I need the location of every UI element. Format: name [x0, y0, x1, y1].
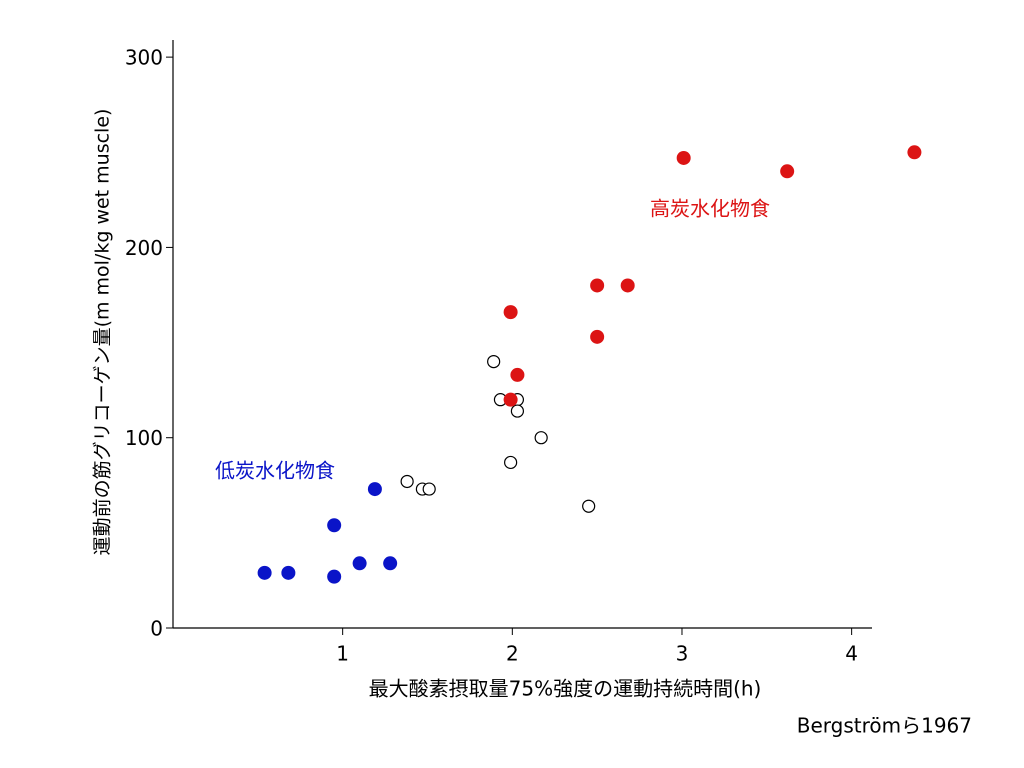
point [281, 565, 296, 580]
y-axis-label: 運動前の筋グリコーゲン量(m mol/kg wet muscle) [92, 109, 114, 556]
point [327, 569, 342, 584]
point [352, 556, 367, 571]
point [534, 431, 548, 445]
point [400, 474, 414, 489]
x-tick-label: 4 [845, 642, 858, 666]
credit: Bergströmら1967 [797, 714, 972, 738]
x-tick-label: 1 [336, 642, 349, 666]
point [367, 482, 382, 497]
point [510, 367, 525, 382]
point [503, 392, 518, 407]
point [620, 278, 635, 293]
point [383, 556, 398, 571]
y-tick-label: 100 [125, 426, 163, 450]
point [257, 565, 272, 580]
series-label: 低炭水化物食 [215, 459, 335, 483]
x-axis-label: 最大酸素摂取量75%強度の運動持続時間(h) [369, 677, 762, 701]
point [780, 164, 795, 179]
y-tick-label: 300 [125, 46, 163, 70]
point [503, 305, 518, 320]
y-tick-label: 0 [150, 617, 163, 641]
point [582, 499, 596, 513]
point [510, 404, 525, 418]
point [487, 354, 501, 369]
point [504, 455, 518, 470]
y-tick-label: 200 [125, 236, 163, 260]
point [676, 150, 691, 165]
point [590, 329, 605, 344]
point [907, 145, 922, 160]
point [327, 518, 342, 533]
point [590, 278, 605, 293]
x-tick-label: 3 [676, 642, 689, 666]
point [422, 482, 436, 496]
x-tick-label: 2 [506, 642, 519, 666]
series-label: 高炭水化物食 [650, 197, 770, 221]
